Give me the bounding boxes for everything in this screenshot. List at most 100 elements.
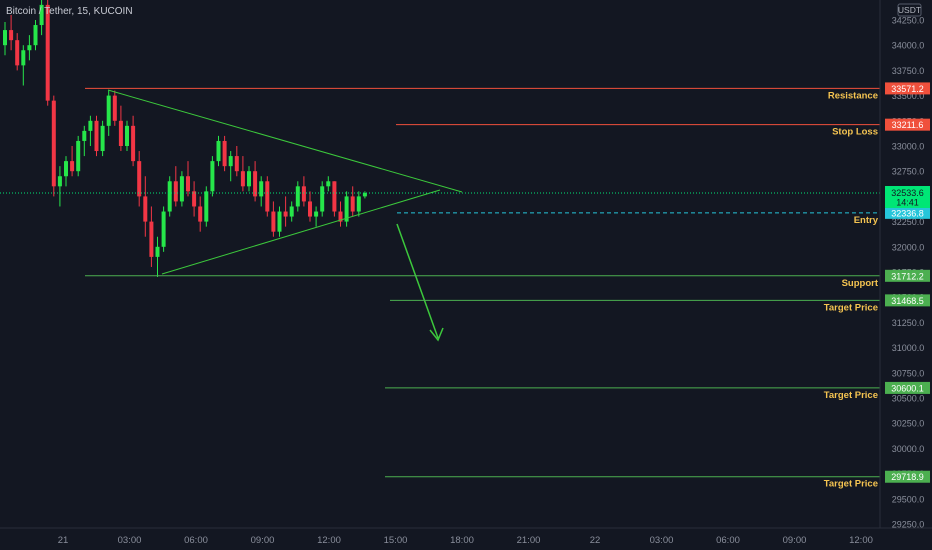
candles bbox=[3, 0, 367, 278]
price-tick-label: 32750.0 bbox=[892, 167, 925, 177]
time-tick-label: 06:00 bbox=[184, 535, 208, 546]
time-tick-label: 21:00 bbox=[517, 535, 541, 546]
candle-body bbox=[51, 100, 56, 187]
price-levels: Resistance Stop Loss Support Target Price Ta… bbox=[0, 87, 880, 490]
time-tick-label: 21 bbox=[58, 535, 69, 546]
symbol-title: Bitcoin / Tether, 15, KUCOIN bbox=[6, 6, 133, 17]
level-label: Target Price bbox=[824, 479, 878, 490]
triangle-upper-line[interactable] bbox=[107, 89, 463, 193]
price-tick-label: 29250.0 bbox=[892, 520, 925, 530]
level-label: Resistance bbox=[828, 90, 878, 101]
price-tick-label: 31250.0 bbox=[892, 318, 925, 328]
price-tick-label: 33750.0 bbox=[892, 66, 925, 76]
candle-body bbox=[295, 186, 300, 207]
triangle-lower-line[interactable] bbox=[161, 189, 441, 275]
last-price-badge: 32533.6 bbox=[891, 188, 924, 198]
time-tick-label: 03:00 bbox=[650, 535, 674, 546]
candle-body bbox=[186, 176, 190, 192]
level-price-badge-box bbox=[885, 82, 930, 95]
candle-body bbox=[344, 196, 349, 222]
candle-body bbox=[222, 140, 227, 167]
candle-body bbox=[362, 193, 367, 197]
candle-body bbox=[106, 95, 111, 126]
level-price-badge-box bbox=[885, 269, 930, 282]
last-price-countdown: 14:41 bbox=[896, 198, 919, 208]
candle-body bbox=[326, 181, 331, 187]
candle-body bbox=[45, 4, 50, 101]
down-arrow-head bbox=[429, 327, 444, 342]
candle-body bbox=[161, 211, 166, 247]
candle-body bbox=[289, 206, 294, 217]
candle-body bbox=[173, 181, 178, 202]
candle-body bbox=[64, 161, 68, 177]
level-price-badge: 31712.2 bbox=[891, 271, 924, 281]
candle-body bbox=[125, 125, 129, 146]
candle-body bbox=[192, 191, 197, 207]
price-tick-label: 31000.0 bbox=[892, 343, 925, 353]
candle-body bbox=[21, 50, 26, 66]
level-label: Target Price bbox=[824, 390, 878, 401]
price-tick-label: 32250.0 bbox=[892, 217, 925, 227]
candle-body bbox=[228, 156, 233, 167]
price-tick-label: 29500.0 bbox=[892, 494, 925, 504]
candle-body bbox=[308, 201, 312, 217]
candle-body bbox=[253, 171, 258, 197]
down-arrow-line[interactable] bbox=[396, 223, 439, 339]
drawings bbox=[107, 89, 463, 342]
candle-body bbox=[356, 196, 361, 212]
candle-body bbox=[332, 181, 337, 212]
candle-body bbox=[350, 196, 355, 212]
candle-body bbox=[27, 45, 32, 51]
candle-body bbox=[167, 181, 172, 212]
level-label: Target Price bbox=[824, 302, 878, 313]
candle-body bbox=[320, 186, 325, 212]
candle-body bbox=[118, 120, 123, 146]
candle-body bbox=[94, 120, 99, 152]
candle-body bbox=[15, 40, 20, 66]
candle-body bbox=[82, 130, 87, 141]
candle-body bbox=[314, 211, 319, 217]
candle-body bbox=[57, 176, 62, 187]
price-tick-label: 30000.0 bbox=[892, 444, 925, 454]
candle-body bbox=[259, 181, 264, 197]
level-price-badge: 29718.9 bbox=[891, 472, 924, 482]
price-tick-label: 32000.0 bbox=[892, 242, 925, 252]
price-tick-label: 34250.0 bbox=[892, 16, 925, 26]
candle-body bbox=[76, 140, 81, 172]
candle-body bbox=[112, 95, 117, 121]
price-axis[interactable]: 34250.034000.033750.033500.033250.033000… bbox=[879, 0, 930, 530]
candle-body bbox=[216, 140, 221, 162]
entry-price-badge: 32336.8 bbox=[891, 208, 924, 218]
level-label: Support bbox=[842, 278, 879, 289]
candle-body bbox=[88, 120, 93, 131]
candle-body bbox=[283, 211, 288, 217]
candle-body bbox=[301, 186, 306, 202]
candle-body bbox=[100, 125, 105, 152]
price-tick-label: 33500.0 bbox=[892, 91, 925, 101]
candle-body bbox=[247, 171, 251, 187]
time-tick-label: 15:00 bbox=[384, 535, 408, 546]
time-tick-label: 12:00 bbox=[849, 535, 873, 546]
candle-body bbox=[131, 125, 136, 162]
candle-body bbox=[277, 211, 282, 232]
entry-price-badge-box bbox=[885, 206, 930, 219]
price-tick-label: 33000.0 bbox=[892, 142, 925, 152]
level-price-badge-box bbox=[885, 118, 930, 131]
candle-body bbox=[204, 191, 209, 222]
candle-body bbox=[9, 30, 14, 41]
currency-badge: USDT bbox=[898, 5, 921, 15]
level-price-badge: 31468.5 bbox=[891, 296, 924, 306]
candle-body bbox=[137, 161, 142, 197]
level-price-badge-box bbox=[885, 294, 930, 307]
candle-body bbox=[143, 196, 148, 222]
time-axis[interactable]: 21 03:00 06:00 09:00 12:00 15:00 18:00 21:00 22 0… bbox=[0, 527, 932, 546]
price-tick-label: 30500.0 bbox=[892, 394, 925, 404]
last-price-badge-box bbox=[885, 186, 930, 208]
candle-body bbox=[210, 161, 215, 192]
time-tick-label: 09:00 bbox=[251, 535, 275, 546]
candle-body bbox=[198, 206, 203, 222]
candle-body bbox=[240, 171, 245, 187]
